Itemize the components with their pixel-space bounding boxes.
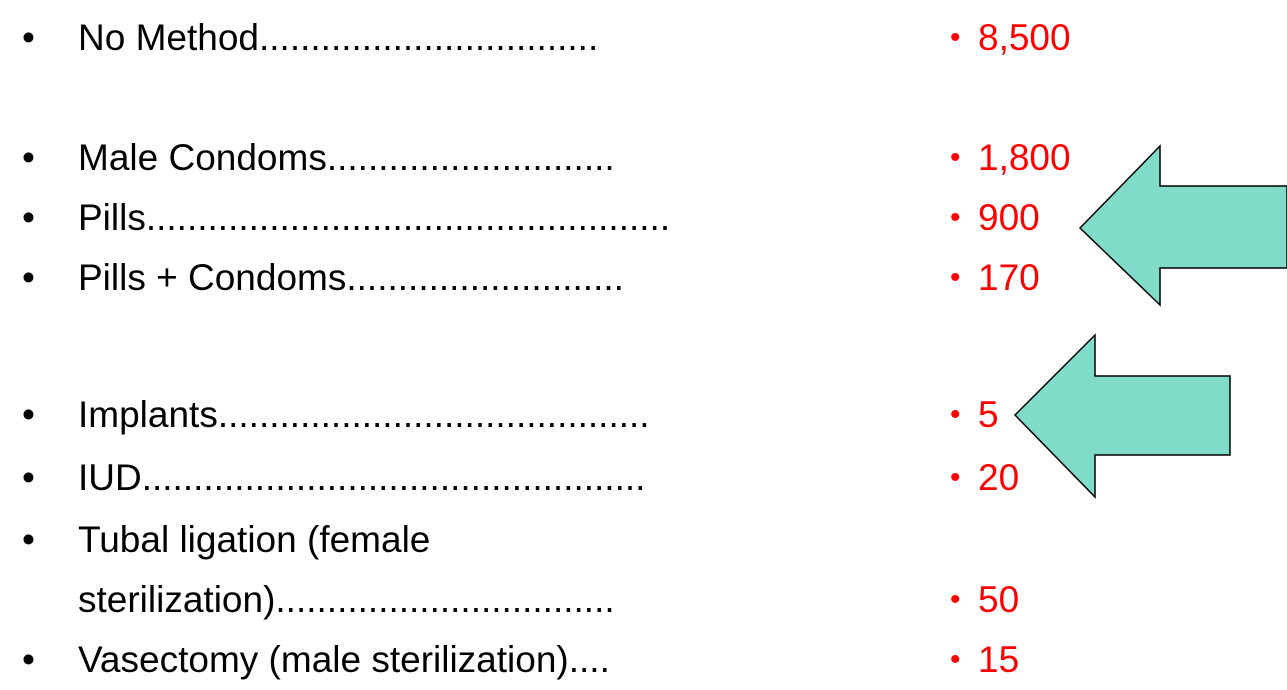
- value-bullet: •: [950, 461, 961, 494]
- arrow: [1078, 144, 1287, 307]
- item-label: sterilization)..........................…: [78, 579, 615, 620]
- item-label: Pills...................................…: [78, 197, 671, 238]
- item-label: Implants................................…: [78, 394, 650, 435]
- item-label: Tubal ligation (female: [78, 519, 431, 560]
- value-bullet: •: [950, 583, 961, 616]
- value-bullet: •: [950, 141, 961, 174]
- item-value: 15: [978, 639, 1020, 680]
- item-label: IUD.....................................…: [78, 457, 646, 498]
- item-label: Male Condoms............................: [78, 137, 615, 178]
- bullet: •: [22, 394, 35, 435]
- bullet: •: [22, 17, 35, 58]
- item-value: 8,500: [978, 17, 1071, 58]
- item-label: No Method...............................…: [78, 17, 599, 58]
- bullet: •: [22, 197, 35, 238]
- bullet: •: [22, 519, 35, 560]
- item-value: 50: [978, 579, 1020, 620]
- bullet: •: [22, 457, 35, 498]
- value-bullet: •: [950, 398, 961, 431]
- item-label: Vasectomy (male sterilization)....: [78, 639, 610, 680]
- arrow: [1013, 333, 1231, 499]
- item-value: 5: [978, 394, 999, 435]
- bullet: •: [22, 137, 35, 178]
- item-value: 20: [978, 457, 1020, 498]
- bullet: •: [22, 639, 35, 680]
- item-value: 900: [978, 197, 1040, 238]
- value-bullet: •: [950, 643, 961, 676]
- value-bullet: •: [950, 261, 961, 294]
- value-bullet: •: [950, 201, 961, 234]
- bullet: •: [22, 257, 35, 298]
- item-value: 1,800: [978, 137, 1071, 178]
- item-value: 170: [978, 257, 1040, 298]
- item-label: Pills + Condoms.........................…: [78, 257, 624, 298]
- value-bullet: •: [950, 21, 961, 54]
